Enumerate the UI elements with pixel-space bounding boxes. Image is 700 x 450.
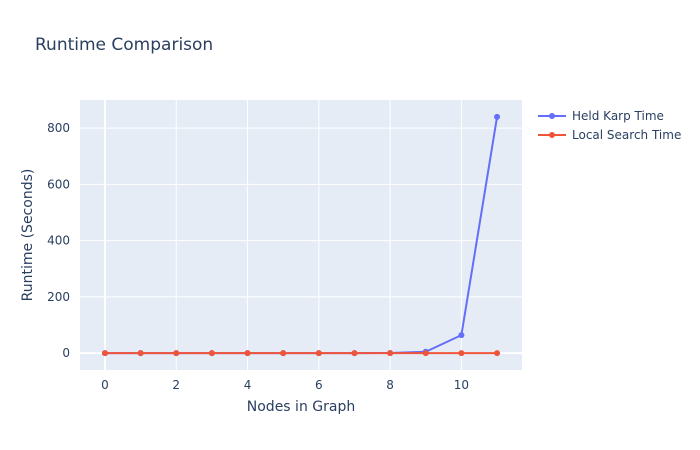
tick-labels: 0 2 4 6 8 10 0 200 400 600 800 <box>47 121 469 392</box>
y-tick-label: 200 <box>47 290 70 304</box>
legend-label: Held Karp Time <box>572 109 664 123</box>
data-point <box>351 350 358 357</box>
y-tick-label: 0 <box>62 346 70 360</box>
data-point <box>315 350 322 357</box>
plot-area <box>80 100 522 370</box>
legend[interactable]: Held Karp Time Local Search Time <box>538 109 681 142</box>
legend-swatch-marker <box>549 113 555 119</box>
legend-item[interactable]: Local Search Time <box>538 128 681 142</box>
data-point <box>244 350 251 357</box>
y-axis-title: Runtime (Seconds) <box>20 169 36 302</box>
x-tick-label: 0 <box>101 378 109 392</box>
data-point <box>458 350 465 357</box>
data-point <box>458 332 465 339</box>
y-tick-label: 600 <box>47 177 70 191</box>
series-group <box>101 113 501 357</box>
legend-swatch-marker <box>549 132 555 138</box>
data-point <box>422 350 429 357</box>
x-tick-label: 4 <box>244 378 252 392</box>
legend-label: Local Search Time <box>572 128 681 142</box>
data-point <box>387 350 394 357</box>
data-point <box>173 350 180 357</box>
x-tick-label: 2 <box>172 378 180 392</box>
series-1 <box>101 350 501 357</box>
x-tick-label: 8 <box>386 378 394 392</box>
data-point <box>137 350 144 357</box>
y-tick-label: 800 <box>47 121 70 135</box>
data-point <box>280 350 287 357</box>
chart-title: Runtime Comparison <box>35 35 213 55</box>
y-tick-label: 400 <box>47 234 70 248</box>
x-tick-label: 10 <box>454 378 469 392</box>
legend-item[interactable]: Held Karp Time <box>538 109 664 123</box>
data-point <box>208 350 215 357</box>
data-point <box>101 350 108 357</box>
data-point <box>494 350 501 357</box>
x-tick-label: 6 <box>315 378 323 392</box>
data-point <box>494 113 501 120</box>
x-axis-title: Nodes in Graph <box>247 399 355 415</box>
